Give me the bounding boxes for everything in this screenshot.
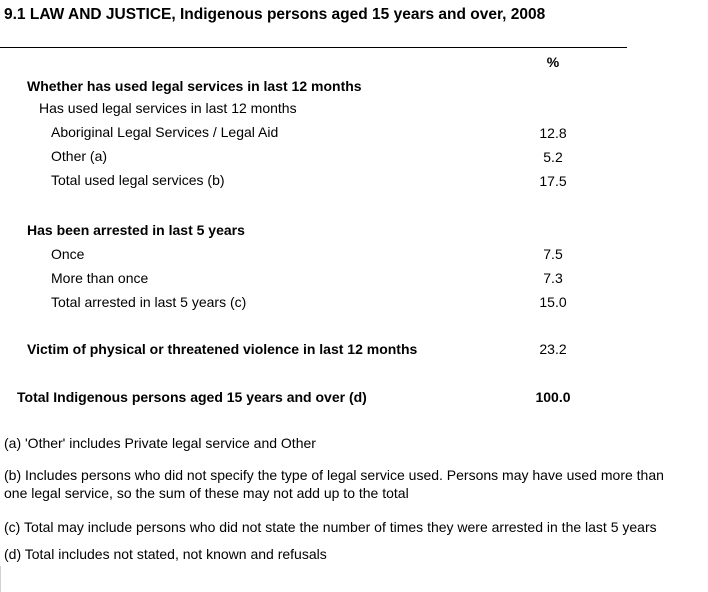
row-value: 12.8 [539,125,567,141]
row-label: Once [51,246,85,262]
row-value-total: 100.0 [535,389,571,405]
footnote-a: (a) 'Other' includes Private legal servi… [4,435,316,451]
row-label: More than once [51,270,149,286]
header-rule [0,47,627,48]
row-label-victim: Victim of physical or threatened violenc… [27,341,418,357]
footnote-b: (b) Includes persons who did not specify… [4,467,664,483]
row-label: Total arrested in last 5 years (c) [51,294,247,310]
footnote-b-continued: one legal service, so the sum of these m… [4,485,409,501]
table-title: 9.1 LAW AND JUSTICE, Indigenous persons … [4,6,546,23]
row-value: 5.2 [543,149,563,165]
footnote-d: (d) Total includes not stated, not known… [4,546,327,562]
row-label: Total used legal services (b) [51,172,225,188]
left-edge-line [0,566,1,592]
subheading-used-legal-services: Has used legal services in last 12 month… [39,100,297,116]
row-label: Other (a) [51,148,108,164]
section-heading-arrested: Has been arrested in last 5 years [27,222,245,238]
row-value: 15.0 [539,294,567,310]
footnote-c: (c) Total may include persons who did no… [4,519,657,535]
row-value: 7.5 [543,246,563,262]
unit-header: % [546,54,560,70]
row-value: 17.5 [539,173,567,189]
row-value: 7.3 [543,270,563,286]
section-heading-legal-services: Whether has used legal services in last … [27,78,362,94]
row-label: Aboriginal Legal Services / Legal Aid [51,124,279,140]
row-label-total: Total Indigenous persons aged 15 years a… [17,389,367,405]
row-value-victim: 23.2 [539,341,567,357]
